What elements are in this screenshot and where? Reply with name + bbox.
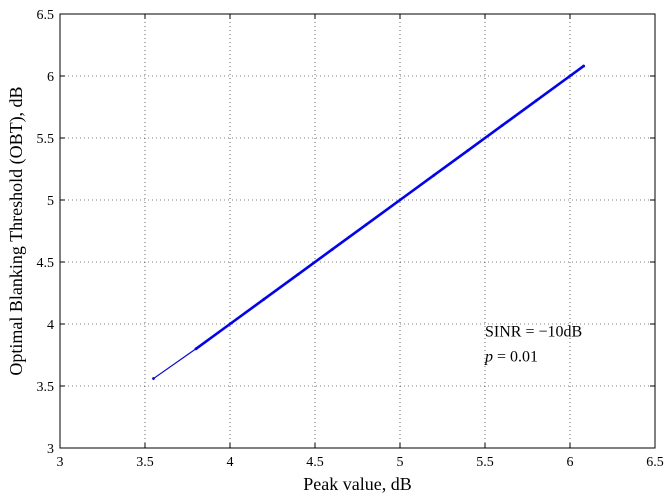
series-layer [152,64,585,380]
annotation-p-var: p [484,348,493,365]
annotation-sinr: SINR = −10dB [485,323,582,340]
series-point [582,64,585,68]
x-axis-label: Peak value, dB [303,474,411,494]
grid-lines [60,14,655,448]
annotation-box: SINR = −10dB p = 0.01 [484,323,582,365]
series-point [466,149,470,152]
series-point [152,377,155,380]
y-tick-label: 3 [47,442,54,457]
x-tick-label: 6.5 [646,455,664,470]
x-tick-label: 3 [57,455,64,470]
series-point [534,99,538,103]
series-point [262,297,266,301]
y-tick-label: 4.5 [37,256,55,271]
y-tick-label: 6.5 [37,8,55,23]
tick-marks [59,13,656,449]
series-point [432,173,436,177]
series-point [364,223,368,227]
x-tick-label: 4 [227,455,234,470]
x-tick-label: 6 [567,455,574,470]
x-tick-label: 5 [397,455,404,470]
annotation-p-value: = 0.01 [493,348,538,365]
y-axis-label: Optimal Blanking Threshold (OBT), dB [6,86,27,375]
y-tick-label: 5.5 [37,132,55,147]
tick-labels: 3 3.5 4 4.5 5 5.5 6 6.5 3 3.5 4 4.5 5 5.5 6 6.5 [37,8,664,470]
y-tick-label: 3.5 [37,380,55,395]
x-tick-label: 5.5 [476,455,494,470]
plot-frame [59,13,656,449]
x-tick-label: 3.5 [136,455,154,470]
series-point [568,74,572,78]
annotation-p: p = 0.01 [484,348,538,365]
x-tick-label: 4.5 [306,455,324,470]
series-point [398,198,402,202]
series-point [500,124,504,127]
series-point [228,322,232,326]
y-tick-label: 6 [47,70,54,85]
series-point [194,347,198,351]
y-tick-label: 4 [47,318,54,333]
y-tick-label: 5 [47,194,54,209]
series-point [330,248,334,252]
series-point [296,273,300,276]
